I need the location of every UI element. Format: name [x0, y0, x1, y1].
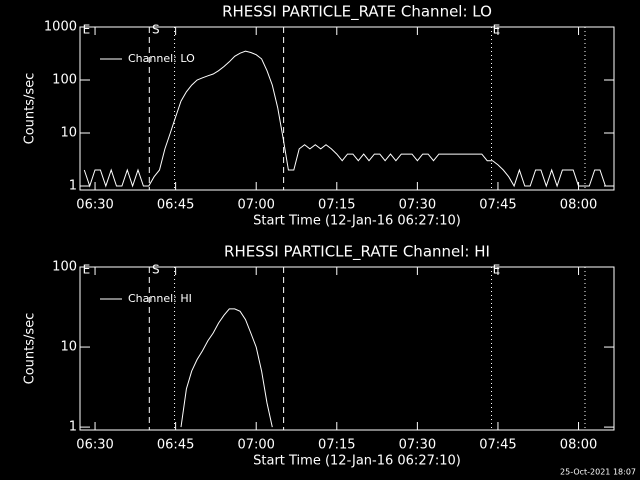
chart-title: RHESSI PARTICLE_RATE Channel: LO	[222, 3, 492, 22]
x-tick-label: 08:00	[560, 438, 597, 453]
y-tick-label: 100	[52, 260, 77, 275]
data-line	[180, 308, 273, 428]
marker-label: E	[83, 23, 91, 37]
x-tick-label: 07:30	[399, 438, 436, 453]
x-tick-label: 07:45	[479, 198, 516, 213]
x-tick-label: 07:15	[318, 438, 355, 453]
x-tick-label: 06:30	[76, 198, 113, 213]
x-axis-label: Start Time (12-Jan-16 06:27:10)	[253, 454, 461, 469]
legend-label: Channel: LO	[128, 52, 195, 65]
data-line	[83, 50, 611, 188]
y-axis-label: Counts/sec	[23, 73, 38, 145]
timestamp: 25-Oct-2021 18:07	[560, 468, 636, 477]
x-tick-label: 06:30	[76, 438, 113, 453]
marker-label: E	[83, 263, 91, 277]
y-tick-label: 1	[69, 420, 77, 435]
x-tick-label: 08:00	[560, 198, 597, 213]
x-tick-label: 07:45	[479, 438, 516, 453]
chart-title: RHESSI PARTICLE_RATE Channel: HI	[224, 243, 490, 262]
x-tick-label: 07:30	[399, 198, 436, 213]
x-tick-label: 07:15	[318, 198, 355, 213]
y-tick-label: 10	[60, 125, 77, 140]
plot-frame	[79, 266, 615, 431]
y-tick-label: 1	[69, 178, 77, 193]
x-tick-label: 07:00	[237, 438, 274, 453]
y-axis-label: Counts/sec	[23, 313, 38, 385]
marker-label: E	[493, 23, 501, 37]
marker-label: S	[152, 23, 160, 37]
plot-frame	[79, 26, 615, 191]
x-axis-label: Start Time (12-Jan-16 06:27:10)	[253, 214, 461, 229]
legend-label: Channel: HI	[128, 292, 192, 305]
x-tick-label: 07:00	[237, 198, 274, 213]
marker-label: S	[152, 263, 160, 277]
y-tick-label: 10	[60, 340, 77, 355]
y-tick-label: 100	[52, 72, 77, 87]
x-tick-label: 06:45	[157, 198, 194, 213]
marker-label: E	[493, 263, 501, 277]
x-tick-label: 06:45	[157, 438, 194, 453]
y-tick-label: 1000	[44, 20, 77, 35]
